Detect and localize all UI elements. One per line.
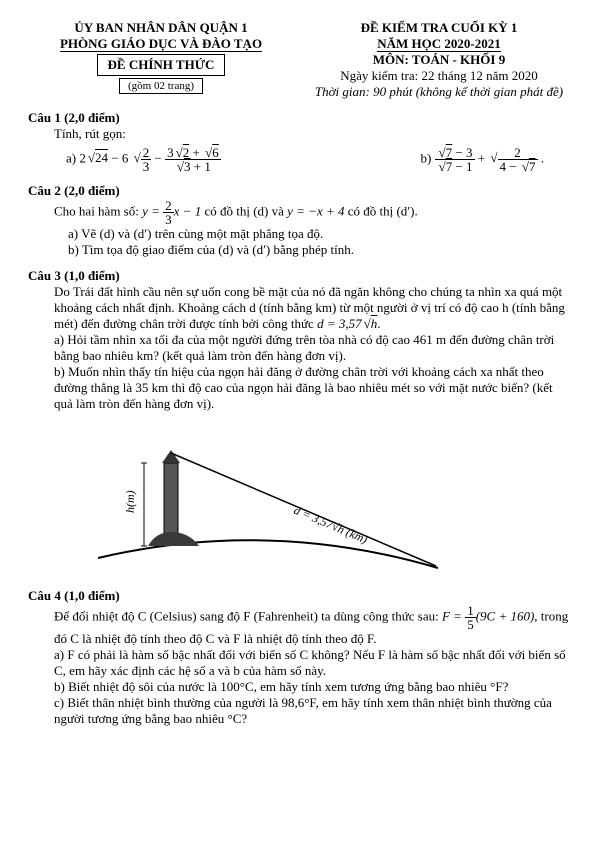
q3b: b) Muốn nhìn thấy tín hiệu của ngọn hải … — [54, 364, 572, 412]
year: NĂM HỌC 2020-2021 — [306, 36, 572, 52]
q3a: a) Hỏi tầm nhìn xa tối đa của một người … — [54, 332, 572, 364]
time: Thời gian: 90 phút (không kể thời gian p… — [306, 84, 572, 100]
header: ỦY BAN NHÂN DÂN QUẬN 1 PHÒNG GIÁO DỤC VÀ… — [28, 20, 572, 100]
q4a: a) F có phải là hàm số bậc nhất đối với … — [54, 647, 572, 679]
d-label: d = 3,57√h (km) — [292, 503, 370, 547]
q4-p1: Để đổi nhiệt độ C (Celsius) sang độ F (F… — [54, 604, 572, 631]
q2-title: Câu 2 (2,0 điểm) — [28, 183, 572, 199]
q4: Câu 4 (1,0 điểm) Để đổi nhiệt độ C (Cels… — [28, 588, 572, 727]
q4-p2: đó C là nhiệt độ tính theo độ C và F là … — [54, 631, 572, 647]
q1: Câu 1 (2,0 điểm) Tính, rút gọn: a) 224 −… — [28, 110, 572, 173]
q3-p1: Do Trái đất hình cầu nên sự uốn cong bề … — [54, 284, 572, 332]
lighthouse-diagram: h(m) d = 3,57√h (km) — [88, 418, 448, 578]
q2: Câu 2 (2,0 điểm) Cho hai hàm số: y = 23x… — [28, 183, 572, 258]
date: Ngày kiểm tra: 22 tháng 12 năm 2020 — [306, 68, 572, 84]
org1: ỦY BAN NHÂN DÂN QUẬN 1 — [28, 20, 294, 36]
q2b: b) Tìm tọa độ giao điểm của (d) và (d′) … — [68, 242, 572, 258]
q2a: a) Vẽ (d) và (d′) trên cùng một mặt phẳn… — [68, 226, 572, 242]
h-label: h(m) — [123, 490, 137, 513]
q4c: c) Biết thân nhiệt bình thường của người… — [54, 695, 572, 727]
q4b: b) Biết nhiệt độ sôi của nước là 100°C, … — [54, 679, 572, 695]
exam: ĐỀ KIỂM TRA CUỐI KỲ 1 — [306, 20, 572, 36]
q1-lead: Tính, rút gọn: — [54, 126, 572, 142]
org2: PHÒNG GIÁO DỤC VÀ ĐÀO TẠO — [28, 36, 294, 52]
q3-title: Câu 3 (1,0 điểm) — [28, 268, 572, 284]
q3-figure: h(m) d = 3,57√h (km) — [88, 418, 448, 578]
q4-title: Câu 4 (1,0 điểm) — [28, 588, 572, 604]
official: ĐỀ CHÍNH THỨC — [97, 54, 226, 76]
q2-lead: Cho hai hàm số: y = 23x − 1 có đồ thị (d… — [54, 199, 572, 226]
hdr-left: ỦY BAN NHÂN DÂN QUẬN 1 PHÒNG GIÁO DỤC VÀ… — [28, 20, 294, 100]
q3: Câu 3 (1,0 điểm) Do Trái đất hình cầu nê… — [28, 268, 572, 578]
q1b: b) 7 − 3 7 − 1 + 24 − 7 . — [420, 146, 544, 173]
q1-title: Câu 1 (2,0 điểm) — [28, 110, 572, 126]
hdr-right: ĐỀ KIỂM TRA CUỐI KỲ 1 NĂM HỌC 2020-2021 … — [306, 20, 572, 100]
q1-opts: a) 224 − 6 23 − 32 + 6 3 + 1 b) 7 − 3 7 … — [66, 146, 544, 173]
subject: MÔN: TOÁN - KHỐI 9 — [306, 52, 572, 68]
q1a: a) 224 − 6 23 − 32 + 6 3 + 1 — [66, 146, 221, 173]
pages: (gồm 02 trang) — [119, 78, 203, 94]
